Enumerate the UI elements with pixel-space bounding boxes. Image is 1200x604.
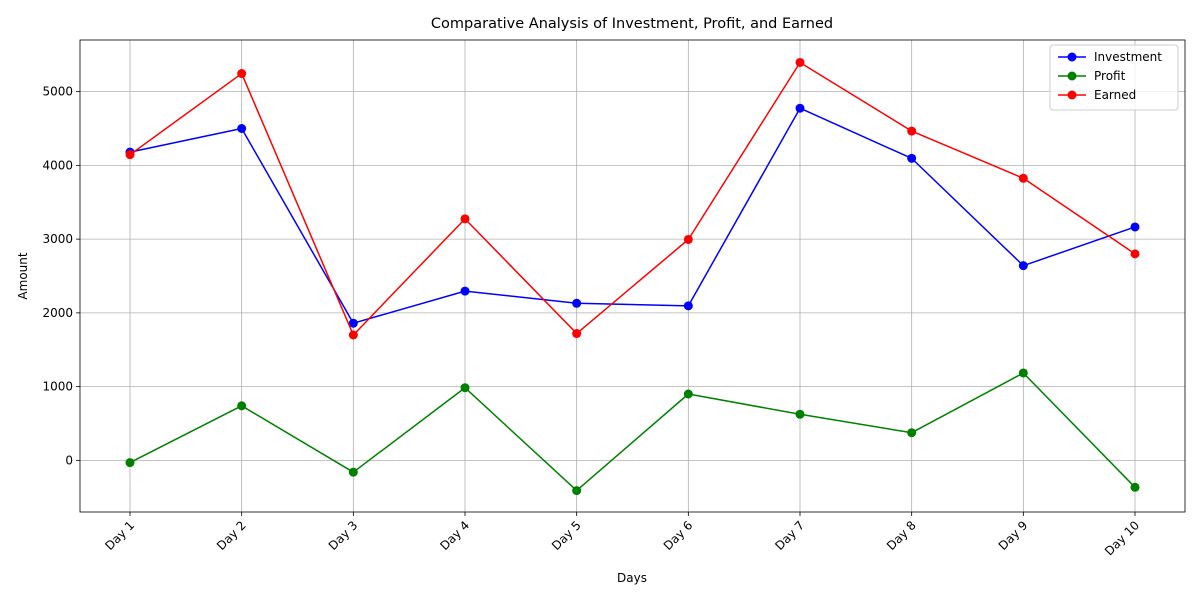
x-tick-label: Day 7 xyxy=(772,518,807,553)
profit-point xyxy=(460,383,470,393)
profit-line xyxy=(129,372,1136,492)
earned-point xyxy=(237,69,247,79)
legend-profit-label: Profit xyxy=(1094,69,1126,83)
legend-investment-label: Investment xyxy=(1094,50,1162,64)
y-axis-ticks: 0 1000 2000 3000 4000 5000 xyxy=(42,85,80,467)
investment-point xyxy=(572,298,582,308)
earned-point xyxy=(348,330,358,340)
series-profit xyxy=(125,368,1140,496)
investment-point xyxy=(907,153,917,163)
investment-line xyxy=(129,107,1136,324)
investment-point xyxy=(237,124,247,133)
investment-point xyxy=(1018,261,1028,271)
earned-point xyxy=(907,126,917,136)
investment-point xyxy=(683,301,693,311)
y-tick-label: 4000 xyxy=(42,158,73,172)
legend-profit-marker xyxy=(1067,71,1077,81)
grid xyxy=(80,40,1185,512)
investment-point xyxy=(460,286,470,296)
profit-point xyxy=(125,458,135,468)
legend-earned-marker xyxy=(1067,90,1077,100)
investment-point xyxy=(348,318,358,328)
earned-point xyxy=(125,150,135,160)
earned-point xyxy=(572,329,582,339)
x-tick-label: Day 2 xyxy=(214,518,249,553)
legend-box xyxy=(1049,44,1179,111)
profit-point xyxy=(1018,368,1028,378)
x-tick-label: Day 10 xyxy=(1102,518,1142,558)
x-tick-label: Day 3 xyxy=(326,518,361,553)
earned-point xyxy=(1130,249,1140,259)
series-investment xyxy=(125,103,1140,328)
y-axis-title: Amount xyxy=(16,252,30,299)
legend-investment-marker xyxy=(1067,52,1077,62)
series-lines xyxy=(125,57,1140,496)
y-tick-label: 1000 xyxy=(42,380,73,394)
profit-point xyxy=(795,409,805,419)
series-earned xyxy=(125,57,1140,340)
earned-point xyxy=(1018,173,1028,183)
x-tick-label: Day 9 xyxy=(996,518,1031,553)
y-tick-label: 0 xyxy=(65,453,73,467)
x-tick-label: Day 6 xyxy=(661,518,696,553)
earned-line xyxy=(129,61,1136,336)
legend-earned-label: Earned xyxy=(1094,88,1136,102)
x-tick-label: Day 8 xyxy=(884,518,919,553)
chart-title: Comparative Analysis of Investment, Prof… xyxy=(431,16,833,32)
profit-point xyxy=(348,467,358,477)
profit-point xyxy=(907,428,917,438)
x-axis-ticks: Day 1 Day 2 Day 3 Day 4 Day 5 Day 6 Day 7 Day 8… xyxy=(102,512,1142,558)
earned-point xyxy=(460,214,470,224)
investment-point xyxy=(1130,222,1140,232)
legend: Investment Profit Earned xyxy=(1049,44,1179,111)
earned-point xyxy=(683,234,693,244)
profit-point xyxy=(683,389,693,399)
y-tick-label: 2000 xyxy=(42,306,73,320)
x-axis-title: Days xyxy=(617,571,647,585)
x-tick-label: Day 4 xyxy=(437,518,472,553)
plot-area-frame xyxy=(79,39,1186,513)
profit-point xyxy=(572,486,582,496)
investment-point xyxy=(795,103,805,113)
y-tick-label: 3000 xyxy=(42,232,73,246)
x-tick-label: Day 5 xyxy=(549,518,584,553)
x-tick-label: Day 1 xyxy=(102,518,137,553)
profit-point xyxy=(1130,482,1140,492)
earned-point xyxy=(795,57,805,67)
y-tick-label: 5000 xyxy=(42,85,73,99)
profit-point xyxy=(237,401,247,411)
